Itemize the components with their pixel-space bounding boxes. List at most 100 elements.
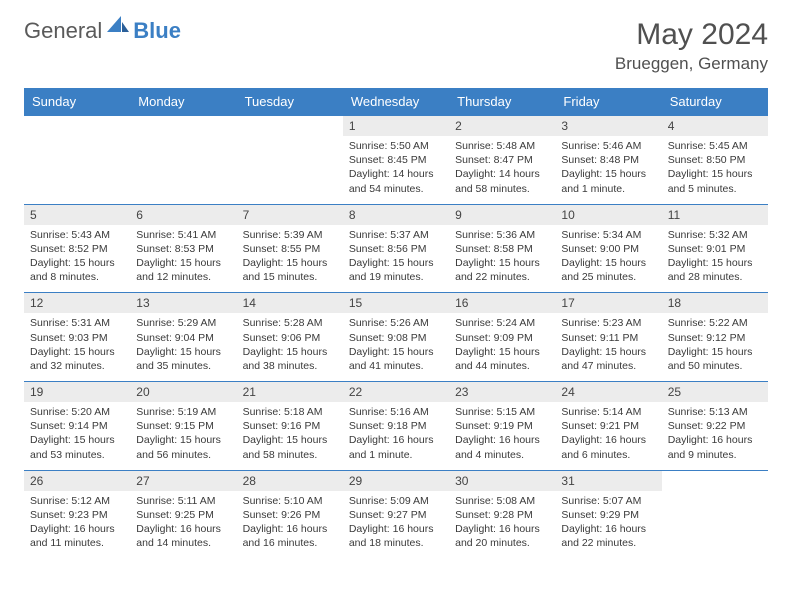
day-cell: 31Sunrise: 5:07 AMSunset: 9:29 PMDayligh… [555,470,661,559]
logo-text-general: General [24,18,102,44]
dow-label: Sunday [32,94,76,109]
day-body: Sunrise: 5:37 AMSunset: 8:56 PMDaylight:… [343,225,449,293]
day-number: 6 [130,205,236,225]
daylight-text: Daylight: 15 hours and 56 minutes. [136,433,230,461]
day-cell: 11Sunrise: 5:32 AMSunset: 9:01 PMDayligh… [662,204,768,293]
day-cell: 17Sunrise: 5:23 AMSunset: 9:11 PMDayligh… [555,292,661,381]
day-cell [662,470,768,559]
day-number: 16 [449,293,555,313]
sunrise-text: Sunrise: 5:37 AM [349,228,443,242]
daylight-text: Daylight: 15 hours and 44 minutes. [455,345,549,373]
day-number: 21 [237,382,343,402]
title-block: May 2024 Brueggen, Germany [615,18,768,74]
daylight-text: Daylight: 15 hours and 1 minute. [561,167,655,195]
dow-cell: Tuesday [237,88,343,115]
day-cell: 25Sunrise: 5:13 AMSunset: 9:22 PMDayligh… [662,381,768,470]
day-cell: 21Sunrise: 5:18 AMSunset: 9:16 PMDayligh… [237,381,343,470]
day-number: 2 [449,116,555,136]
sunset-text: Sunset: 8:47 PM [455,153,549,167]
sunset-text: Sunset: 9:25 PM [136,508,230,522]
sunset-text: Sunset: 9:00 PM [561,242,655,256]
day-cell: 29Sunrise: 5:09 AMSunset: 9:27 PMDayligh… [343,470,449,559]
daylight-text: Daylight: 15 hours and 25 minutes. [561,256,655,284]
day-body: Sunrise: 5:08 AMSunset: 9:28 PMDaylight:… [449,491,555,559]
day-number: 13 [130,293,236,313]
sunset-text: Sunset: 9:16 PM [243,419,337,433]
sunrise-text: Sunrise: 5:16 AM [349,405,443,419]
day-body: Sunrise: 5:18 AMSunset: 9:16 PMDaylight:… [237,402,343,470]
sunrise-text: Sunrise: 5:07 AM [561,494,655,508]
daylight-text: Daylight: 15 hours and 22 minutes. [455,256,549,284]
sunrise-text: Sunrise: 5:43 AM [30,228,124,242]
week-row: 19Sunrise: 5:20 AMSunset: 9:14 PMDayligh… [24,381,768,470]
sunset-text: Sunset: 9:29 PM [561,508,655,522]
sunset-text: Sunset: 9:18 PM [349,419,443,433]
day-cell: 7Sunrise: 5:39 AMSunset: 8:55 PMDaylight… [237,204,343,293]
sunset-text: Sunset: 8:52 PM [30,242,124,256]
logo: General Blue [24,18,181,44]
day-body: Sunrise: 5:15 AMSunset: 9:19 PMDaylight:… [449,402,555,470]
day-cell [130,115,236,204]
sunset-text: Sunset: 8:45 PM [349,153,443,167]
sunrise-text: Sunrise: 5:39 AM [243,228,337,242]
daylight-text: Daylight: 15 hours and 41 minutes. [349,345,443,373]
day-body: Sunrise: 5:22 AMSunset: 9:12 PMDaylight:… [662,313,768,381]
daylight-text: Daylight: 14 hours and 54 minutes. [349,167,443,195]
sunset-text: Sunset: 9:11 PM [561,331,655,345]
day-number [24,116,130,136]
sunrise-text: Sunrise: 5:28 AM [243,316,337,330]
day-number: 10 [555,205,661,225]
day-cell [24,115,130,204]
dow-label: Wednesday [351,94,419,109]
sunset-text: Sunset: 9:26 PM [243,508,337,522]
daylight-text: Daylight: 15 hours and 19 minutes. [349,256,443,284]
day-number: 15 [343,293,449,313]
day-cell: 8Sunrise: 5:37 AMSunset: 8:56 PMDaylight… [343,204,449,293]
day-number: 20 [130,382,236,402]
day-body: Sunrise: 5:39 AMSunset: 8:55 PMDaylight:… [237,225,343,293]
daylight-text: Daylight: 16 hours and 4 minutes. [455,433,549,461]
daylight-text: Daylight: 15 hours and 32 minutes. [30,345,124,373]
day-number: 19 [24,382,130,402]
sunrise-text: Sunrise: 5:41 AM [136,228,230,242]
day-cell: 15Sunrise: 5:26 AMSunset: 9:08 PMDayligh… [343,292,449,381]
day-body: Sunrise: 5:28 AMSunset: 9:06 PMDaylight:… [237,313,343,381]
sunset-text: Sunset: 8:53 PM [136,242,230,256]
daylight-text: Daylight: 14 hours and 58 minutes. [455,167,549,195]
day-number: 17 [555,293,661,313]
day-cell: 24Sunrise: 5:14 AMSunset: 9:21 PMDayligh… [555,381,661,470]
week-row: 12Sunrise: 5:31 AMSunset: 9:03 PMDayligh… [24,292,768,381]
sunset-text: Sunset: 9:19 PM [455,419,549,433]
day-body: Sunrise: 5:09 AMSunset: 9:27 PMDaylight:… [343,491,449,559]
week-row: 5Sunrise: 5:43 AMSunset: 8:52 PMDaylight… [24,204,768,293]
dow-cell: Saturday [662,88,768,115]
day-body: Sunrise: 5:11 AMSunset: 9:25 PMDaylight:… [130,491,236,559]
day-body [24,136,130,198]
day-cell: 16Sunrise: 5:24 AMSunset: 9:09 PMDayligh… [449,292,555,381]
day-number: 5 [24,205,130,225]
header: General Blue May 2024 Brueggen, Germany [0,0,792,82]
dow-label: Thursday [457,94,511,109]
day-cell: 2Sunrise: 5:48 AMSunset: 8:47 PMDaylight… [449,115,555,204]
sunset-text: Sunset: 8:56 PM [349,242,443,256]
day-body: Sunrise: 5:20 AMSunset: 9:14 PMDaylight:… [24,402,130,470]
daylight-text: Daylight: 15 hours and 8 minutes. [30,256,124,284]
daylight-text: Daylight: 16 hours and 18 minutes. [349,522,443,550]
daylight-text: Daylight: 16 hours and 16 minutes. [243,522,337,550]
sunset-text: Sunset: 8:55 PM [243,242,337,256]
day-number [237,116,343,136]
day-body: Sunrise: 5:41 AMSunset: 8:53 PMDaylight:… [130,225,236,293]
day-number: 26 [24,471,130,491]
sunrise-text: Sunrise: 5:22 AM [668,316,762,330]
daylight-text: Daylight: 15 hours and 38 minutes. [243,345,337,373]
sunset-text: Sunset: 8:50 PM [668,153,762,167]
day-number: 1 [343,116,449,136]
daylight-text: Daylight: 16 hours and 9 minutes. [668,433,762,461]
daylight-text: Daylight: 16 hours and 6 minutes. [561,433,655,461]
sunset-text: Sunset: 9:06 PM [243,331,337,345]
day-cell: 23Sunrise: 5:15 AMSunset: 9:19 PMDayligh… [449,381,555,470]
day-number [662,471,768,491]
day-number: 25 [662,382,768,402]
dow-label: Friday [563,94,599,109]
day-number: 12 [24,293,130,313]
